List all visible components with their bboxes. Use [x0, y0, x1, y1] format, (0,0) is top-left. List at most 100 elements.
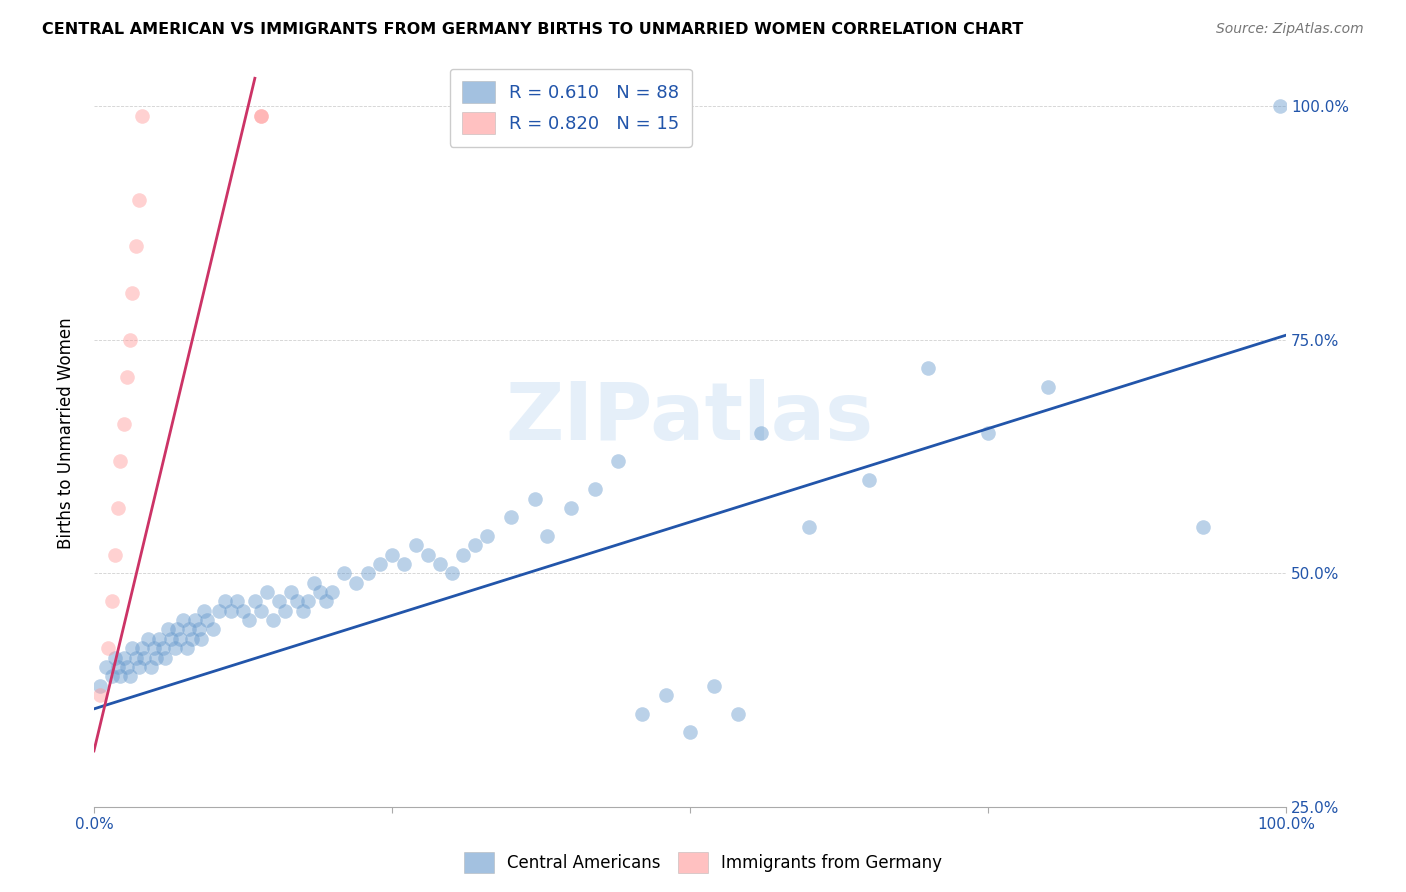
Point — [131, 641, 153, 656]
Point — [464, 538, 486, 552]
Point — [121, 286, 143, 301]
Point — [101, 669, 124, 683]
Point — [208, 604, 231, 618]
Point — [1191, 519, 1213, 533]
Point — [179, 623, 201, 637]
Legend: R = 0.610   N = 88, R = 0.820   N = 15: R = 0.610 N = 88, R = 0.820 N = 15 — [450, 69, 692, 147]
Point — [180, 632, 202, 646]
Point — [917, 360, 939, 375]
Point — [501, 510, 523, 524]
Point — [89, 679, 111, 693]
Point — [631, 706, 654, 721]
Point — [176, 641, 198, 656]
Point — [333, 566, 356, 581]
Point — [368, 557, 391, 571]
Point — [977, 426, 1000, 441]
Text: CENTRAL AMERICAN VS IMMIGRANTS FROM GERMANY BIRTHS TO UNMARRIED WOMEN CORRELATIO: CENTRAL AMERICAN VS IMMIGRANTS FROM GERM… — [42, 22, 1024, 37]
Point — [416, 548, 439, 562]
Point — [104, 650, 127, 665]
Point — [89, 688, 111, 702]
Point — [195, 613, 218, 627]
Point — [250, 604, 273, 618]
Point — [304, 575, 326, 590]
Point — [256, 585, 278, 599]
Point — [440, 566, 463, 581]
Point — [156, 623, 179, 637]
Point — [250, 109, 273, 123]
Point — [97, 641, 120, 656]
Point — [124, 239, 146, 253]
Point — [163, 641, 186, 656]
Point — [141, 660, 163, 674]
Point — [121, 641, 143, 656]
Point — [285, 594, 308, 608]
Point — [655, 688, 678, 702]
Point — [202, 623, 225, 637]
Point — [128, 193, 150, 207]
Point — [321, 585, 343, 599]
Point — [381, 548, 404, 562]
Point — [152, 641, 174, 656]
Point — [124, 650, 146, 665]
Point — [187, 623, 209, 637]
Point — [679, 725, 702, 739]
Point — [108, 454, 131, 468]
Point — [291, 604, 314, 618]
Point — [148, 632, 170, 646]
Point — [280, 585, 302, 599]
Point — [118, 669, 141, 683]
Point — [131, 109, 153, 123]
Point — [453, 548, 475, 562]
Point — [560, 501, 582, 516]
Legend: Central Americans, Immigrants from Germany: Central Americans, Immigrants from Germa… — [457, 846, 949, 880]
Text: ZIPatlas: ZIPatlas — [506, 379, 875, 458]
Point — [751, 426, 773, 441]
Point — [357, 566, 380, 581]
Point — [214, 594, 236, 608]
Point — [132, 650, 155, 665]
Point — [108, 669, 131, 683]
Text: Source: ZipAtlas.com: Source: ZipAtlas.com — [1216, 22, 1364, 37]
Point — [797, 519, 820, 533]
Point — [117, 370, 139, 384]
Point — [858, 473, 880, 487]
Point — [169, 632, 191, 646]
Point — [160, 632, 183, 646]
Point — [166, 623, 188, 637]
Point — [1036, 379, 1059, 393]
Point — [226, 594, 249, 608]
Point — [536, 529, 558, 543]
Point — [344, 575, 367, 590]
Point — [190, 632, 212, 646]
Point — [583, 483, 606, 497]
Point — [267, 594, 290, 608]
Point — [94, 660, 117, 674]
Point — [193, 604, 215, 618]
Point — [142, 641, 165, 656]
Point — [117, 660, 139, 674]
Point — [309, 585, 332, 599]
Point — [405, 538, 427, 552]
Point — [104, 548, 127, 562]
Point — [262, 613, 284, 627]
Point — [392, 557, 415, 571]
Point — [112, 650, 135, 665]
Point — [107, 501, 129, 516]
Point — [112, 417, 135, 431]
Point — [607, 454, 630, 468]
Point — [273, 604, 295, 618]
Point — [523, 491, 546, 506]
Point — [107, 660, 129, 674]
Point — [219, 604, 242, 618]
Point — [727, 706, 749, 721]
Point — [238, 613, 260, 627]
Point — [136, 632, 159, 646]
Point — [155, 650, 177, 665]
Point — [101, 594, 124, 608]
Point — [232, 604, 254, 618]
Point — [477, 529, 499, 543]
Point — [1268, 99, 1291, 113]
Point — [172, 613, 194, 627]
Point — [250, 109, 273, 123]
Point — [184, 613, 207, 627]
